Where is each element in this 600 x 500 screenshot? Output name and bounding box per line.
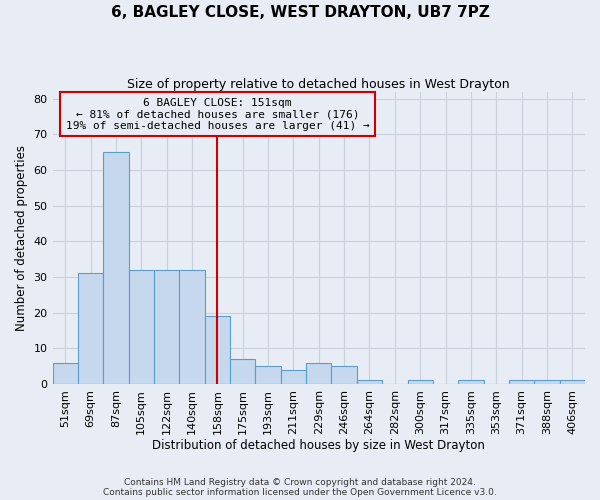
Y-axis label: Number of detached properties: Number of detached properties	[15, 145, 28, 331]
X-axis label: Distribution of detached houses by size in West Drayton: Distribution of detached houses by size …	[152, 440, 485, 452]
Bar	[128, 270, 154, 384]
Bar	[331, 366, 357, 384]
Bar	[103, 152, 128, 384]
Bar	[407, 380, 433, 384]
Bar	[306, 362, 331, 384]
Text: 6 BAGLEY CLOSE: 151sqm
← 81% of detached houses are smaller (176)
19% of semi-de: 6 BAGLEY CLOSE: 151sqm ← 81% of detached…	[66, 98, 370, 130]
Bar	[78, 274, 103, 384]
Bar	[205, 316, 230, 384]
Title: Size of property relative to detached houses in West Drayton: Size of property relative to detached ho…	[127, 78, 510, 90]
Bar	[154, 270, 179, 384]
Bar	[560, 380, 585, 384]
Bar	[534, 380, 560, 384]
Bar	[458, 380, 484, 384]
Bar	[281, 370, 306, 384]
Text: 6, BAGLEY CLOSE, WEST DRAYTON, UB7 7PZ: 6, BAGLEY CLOSE, WEST DRAYTON, UB7 7PZ	[110, 5, 490, 20]
Bar	[509, 380, 534, 384]
Bar	[230, 359, 256, 384]
Bar	[256, 366, 281, 384]
Bar	[179, 270, 205, 384]
Text: Contains HM Land Registry data © Crown copyright and database right 2024.
Contai: Contains HM Land Registry data © Crown c…	[103, 478, 497, 497]
Bar	[53, 362, 78, 384]
Bar	[357, 380, 382, 384]
